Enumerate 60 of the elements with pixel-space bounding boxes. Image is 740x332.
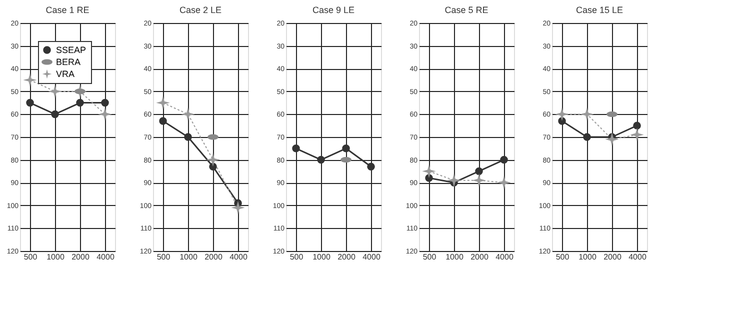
point xyxy=(472,173,486,188)
point xyxy=(580,107,594,122)
x-tick-label: 2000 xyxy=(604,252,622,262)
x-tick-label: 2000 xyxy=(72,252,90,262)
point xyxy=(76,98,84,107)
x-tick-label: 2000 xyxy=(470,252,489,262)
point xyxy=(209,162,217,171)
point xyxy=(98,107,112,122)
x-tick-label: 4000 xyxy=(628,252,647,262)
x-tick-label: 4000 xyxy=(362,252,381,262)
point xyxy=(367,162,375,171)
x-tick-label: 1000 xyxy=(312,252,331,262)
point xyxy=(181,107,195,122)
point xyxy=(23,73,37,87)
x-tick-label: 2000 xyxy=(204,252,223,262)
x-tick-label: 4000 xyxy=(96,252,115,262)
x-tick-label: 1000 xyxy=(46,252,65,262)
point xyxy=(633,122,641,130)
point xyxy=(630,128,644,142)
point xyxy=(447,173,461,188)
chart-title: Case 5 RE xyxy=(444,5,488,15)
point xyxy=(342,144,350,152)
point xyxy=(231,200,245,215)
x-tick-label: 2000 xyxy=(338,252,356,262)
chart-title: Case 15 LE xyxy=(576,5,624,15)
x-tick-label: 4000 xyxy=(230,252,248,262)
point xyxy=(425,174,433,182)
point xyxy=(159,117,167,125)
x-tick-label: 1000 xyxy=(578,252,597,262)
point xyxy=(317,156,325,164)
point xyxy=(184,133,192,141)
point xyxy=(292,144,300,152)
point xyxy=(48,84,62,98)
legend-label: SSEAP xyxy=(56,45,86,55)
chart-title: Case 1 RE xyxy=(46,5,90,15)
point xyxy=(605,132,619,146)
point xyxy=(101,98,109,107)
point xyxy=(558,117,566,125)
point xyxy=(422,164,436,178)
x-tick-label: 500 xyxy=(156,252,171,262)
x-tick-label: 1000 xyxy=(446,252,464,262)
x-tick-label: 4000 xyxy=(496,252,514,262)
chart-title: Case 9 LE xyxy=(312,5,355,15)
point xyxy=(156,96,170,110)
x-tick-label: 500 xyxy=(290,252,304,262)
legend-label: VRA xyxy=(56,69,75,79)
chart-title: Case 2 LE xyxy=(179,5,222,15)
point xyxy=(583,133,591,141)
point xyxy=(26,98,34,107)
point xyxy=(555,107,569,122)
point xyxy=(497,176,511,190)
point xyxy=(51,110,59,118)
x-tick-label: 500 xyxy=(556,252,570,262)
x-tick-label: 500 xyxy=(422,252,437,262)
point xyxy=(500,156,508,164)
point xyxy=(206,152,220,167)
x-tick-label: 1000 xyxy=(180,252,198,262)
x-tick-label: 500 xyxy=(24,252,38,262)
point xyxy=(475,167,483,176)
legend-label: BERA xyxy=(56,57,81,67)
